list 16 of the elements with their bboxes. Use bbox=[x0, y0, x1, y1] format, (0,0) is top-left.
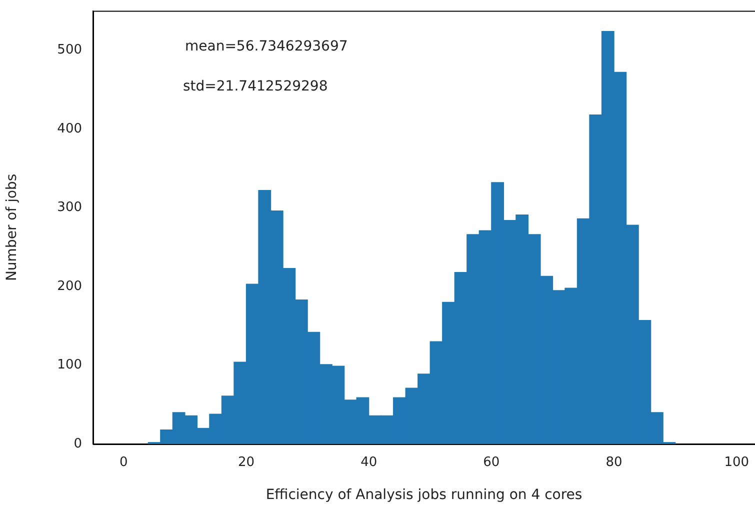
y-tick-label: 300 bbox=[57, 200, 82, 216]
y-tick-label: 400 bbox=[57, 121, 82, 136]
annotation: std=21.7412529298 bbox=[183, 78, 328, 94]
annotation: mean=56.7346293697 bbox=[185, 38, 348, 54]
x-tick-label: 80 bbox=[606, 455, 622, 470]
y-tick-label: 100 bbox=[57, 358, 82, 373]
x-tick-label: 20 bbox=[238, 455, 255, 470]
y-tick-label: 0 bbox=[74, 436, 82, 452]
y-axis-title: Number of jobs bbox=[4, 174, 20, 282]
x-tick-label: 0 bbox=[120, 455, 128, 470]
x-tick-label: 100 bbox=[724, 455, 750, 470]
y-tick-label: 200 bbox=[57, 278, 82, 294]
x-tick-label: 60 bbox=[483, 455, 500, 470]
y-tick-label: 500 bbox=[57, 42, 82, 58]
x-tick-label: 40 bbox=[360, 455, 378, 470]
x-axis-title: Efficiency of Analysis jobs running on 4 cores bbox=[266, 487, 582, 504]
